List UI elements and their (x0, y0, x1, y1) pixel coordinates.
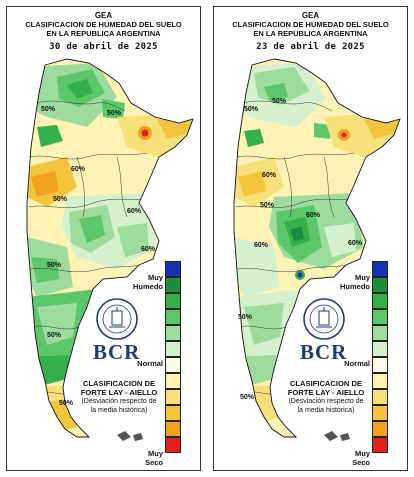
legend-swatch (165, 421, 181, 437)
legend-scale (165, 261, 181, 453)
classification-line1: CLASIFICACION DE (289, 379, 363, 388)
legend-swatch (372, 421, 388, 437)
legend-very-wet: Muy Humedo (133, 273, 163, 291)
legend-swatch (165, 357, 181, 373)
legend-swatch (372, 261, 388, 277)
contour-label: 50% (59, 400, 74, 407)
classification-line2: FORTE LAY - AIELLO (287, 388, 365, 397)
bcr-logo: BCR (300, 340, 348, 364)
legend-swatch (165, 277, 181, 293)
legend-swatch (372, 309, 388, 325)
classification-line2: FORTE LAY - AIELLO (80, 388, 158, 397)
legend-swatch (165, 373, 181, 389)
bcr-seal-icon (95, 297, 139, 346)
legend-very-dry: Muy Seco (145, 449, 163, 467)
legend-swatch (165, 325, 181, 341)
legend-swatch (165, 437, 181, 453)
contour-label: 50% (47, 262, 62, 269)
contour-label: 50% (240, 394, 255, 401)
note-line2: la media histórica) (90, 407, 148, 414)
note-line1: (Desviación respecto de (288, 398, 364, 405)
contour-label: 60% (141, 246, 156, 253)
map-date: 23 de abril de 2025 (256, 42, 365, 52)
map-title-line1: CLASIFICACION DE HUMEDAD DEL SUELO (25, 20, 182, 29)
legend-swatch (165, 309, 181, 325)
legend-swatch (372, 437, 388, 453)
contour-label: 60% (254, 242, 269, 249)
map-date: 30 de abril de 2025 (49, 42, 158, 52)
map-panel-right: GEA CLASIFICACION DE HUMEDAD DEL SUELO E… (213, 6, 408, 471)
legend-very-dry: Muy Seco (352, 449, 370, 467)
map-title-line1: CLASIFICACION DE HUMEDAD DEL SUELO (232, 20, 389, 29)
contour-label: 50% (244, 106, 259, 113)
legend-swatch (165, 405, 181, 421)
map-panel-left: GEA CLASIFICACION DE HUMEDAD DEL SUELO E… (6, 6, 201, 471)
legend-swatch (372, 293, 388, 309)
contour-label: 50% (272, 98, 287, 105)
contour-label: 60% (348, 240, 363, 247)
contour-label: 50% (53, 196, 68, 203)
bcr-seal-icon (302, 297, 346, 346)
malvinas-islands (324, 431, 350, 441)
legend-swatch (165, 341, 181, 357)
legend-swatch (372, 357, 388, 373)
legend-swatch (165, 389, 181, 405)
map-title-line2: EN LA REPUBLICA ARGENTINA (253, 29, 368, 38)
legend-swatch (372, 373, 388, 389)
contour-label: 60% (71, 166, 86, 173)
contour-label: 50% (47, 332, 62, 339)
legend-normal: Normal (344, 359, 370, 368)
map-title-line2: EN LA REPUBLICA ARGENTINA (46, 29, 161, 38)
legend-swatch (372, 325, 388, 341)
contour-label: 60% (306, 212, 321, 219)
contour-label: 50% (107, 110, 122, 117)
legend-normal: Normal (137, 359, 163, 368)
org-title: GEA (94, 11, 113, 20)
bcr-logo: BCR (93, 340, 141, 364)
contour-label: 50% (238, 314, 253, 321)
legend-scale (372, 261, 388, 453)
org-title: GEA (301, 11, 320, 20)
classification-note: CLASIFICACION DE FORTE LAY - AIELLO (Des… (59, 379, 179, 415)
legend-swatch (372, 389, 388, 405)
contour-label: 50% (41, 106, 56, 113)
malvinas-islands (117, 431, 143, 441)
legend-swatch (372, 341, 388, 357)
legend-swatch (372, 405, 388, 421)
contour-label: 50% (260, 202, 275, 209)
legend-swatch (165, 261, 181, 277)
note-line2: la media histórica) (297, 407, 355, 414)
legend-swatch (165, 293, 181, 309)
legend-very-wet: Muy Humedo (340, 273, 370, 291)
contour-label: 60% (127, 208, 142, 215)
argentina-map: 50% 50% 60% 50% 60% 50% 60% 60% 50% (233, 58, 401, 441)
legend-swatch (372, 277, 388, 293)
note-line1: (Desviación respecto de (81, 398, 157, 405)
classification-note: CLASIFICACION DE FORTE LAY - AIELLO (Des… (266, 379, 386, 415)
country-outline (233, 58, 401, 438)
country-outline (26, 58, 194, 438)
classification-line1: CLASIFICACION DE (82, 379, 156, 388)
contour-label: 60% (262, 172, 277, 179)
